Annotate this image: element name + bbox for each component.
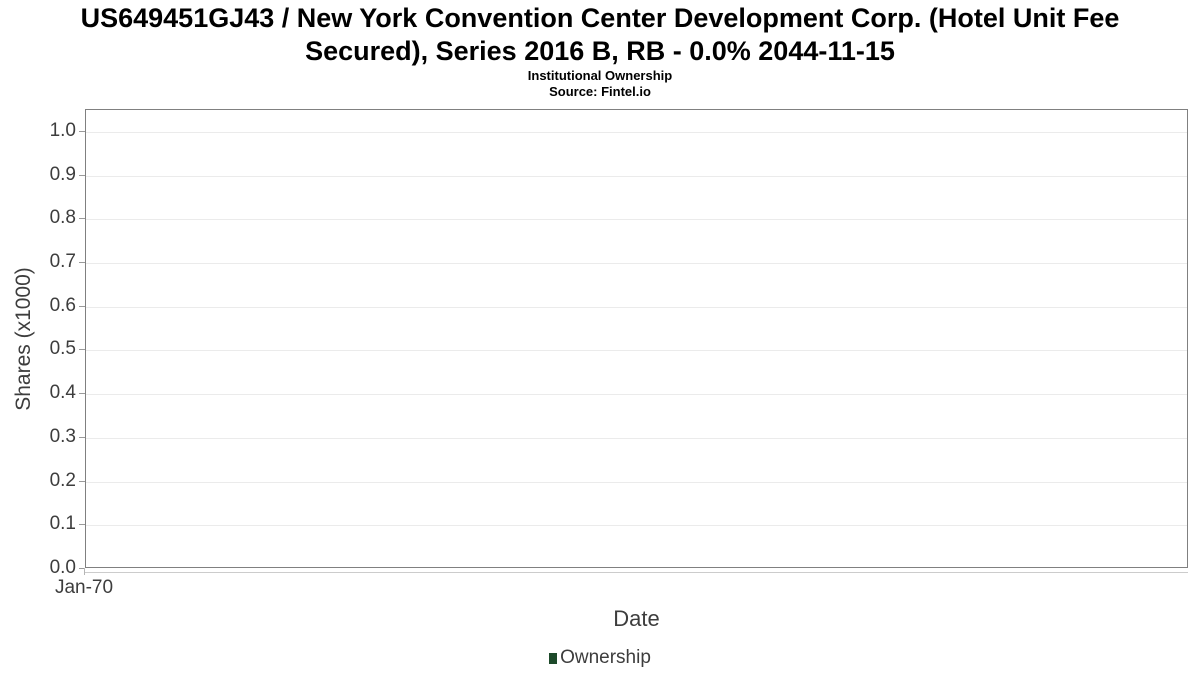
chart-subtitle: Institutional Ownership bbox=[527, 68, 673, 83]
y-tick-label-1.0: 1.0 bbox=[49, 119, 76, 141]
y-tick-label-0.1: 0.1 bbox=[49, 513, 76, 535]
y-tick-label-0.3: 0.3 bbox=[49, 425, 76, 447]
y-tick-label-0.6: 0.6 bbox=[49, 294, 76, 316]
gridline-y-0.6 bbox=[86, 306, 1187, 308]
y-tick-mark-0.1 bbox=[79, 524, 85, 526]
y-tick-mark-1.0 bbox=[79, 130, 85, 132]
gridline-y-0.3 bbox=[86, 437, 1187, 439]
y-tick-label-0.9: 0.9 bbox=[49, 163, 76, 185]
y-tick-label-0.4: 0.4 bbox=[49, 382, 76, 404]
gridline-y-0.2 bbox=[86, 481, 1187, 483]
y-tick-mark-0.2 bbox=[79, 480, 85, 482]
gridline-y-0.7 bbox=[86, 263, 1187, 264]
chart-title-line-1: US649451GJ43 / New York Convention Cente… bbox=[80, 3, 1120, 33]
y-tick-mark-0.3 bbox=[79, 436, 85, 438]
gridline-y-0.5 bbox=[86, 350, 1187, 352]
gridline-y-1.0 bbox=[86, 131, 1187, 133]
y-tick-mark-0.6 bbox=[79, 305, 85, 307]
x-axis-label: Date bbox=[613, 606, 660, 631]
y-tick-mark-0.7 bbox=[79, 262, 85, 263]
x-tick-mark-Jan-70 bbox=[84, 568, 85, 575]
y-tick-label-0.7: 0.7 bbox=[49, 251, 76, 272]
x-tick-label-Jan-70: Jan-70 bbox=[54, 577, 114, 598]
x-axis-line bbox=[84, 572, 1188, 573]
y-tick-mark-0.0 bbox=[79, 568, 85, 569]
y-tick-mark-0.4 bbox=[79, 393, 85, 395]
chart-source: Source: Fintel.io bbox=[549, 84, 651, 99]
y-tick-label-0.8: 0.8 bbox=[49, 207, 76, 229]
chart-title-line-2: Secured), Series 2016 B, RB - 0.0% 2044-… bbox=[305, 36, 895, 66]
plot-area bbox=[85, 109, 1188, 568]
gridline-y-0.1 bbox=[86, 525, 1187, 527]
legend-label-ownership: Ownership bbox=[560, 647, 651, 668]
gridline-y-0.8 bbox=[86, 219, 1187, 221]
gridline-y-0.9 bbox=[86, 175, 1187, 177]
y-tick-label-0.2: 0.2 bbox=[49, 469, 76, 491]
y-tick-label-0.0: 0.0 bbox=[49, 557, 76, 578]
legend: Ownership bbox=[0, 645, 1200, 671]
y-tick-label-0.5: 0.5 bbox=[49, 338, 76, 360]
gridline-y-0.4 bbox=[86, 394, 1187, 396]
chart-title: US649451GJ43 / New York Convention Cente… bbox=[0, 2, 1200, 68]
y-tick-mark-0.5 bbox=[79, 349, 85, 351]
y-tick-mark-0.9 bbox=[79, 174, 85, 176]
legend-swatch-ownership-icon bbox=[549, 652, 558, 664]
y-tick-mark-0.8 bbox=[79, 218, 85, 220]
